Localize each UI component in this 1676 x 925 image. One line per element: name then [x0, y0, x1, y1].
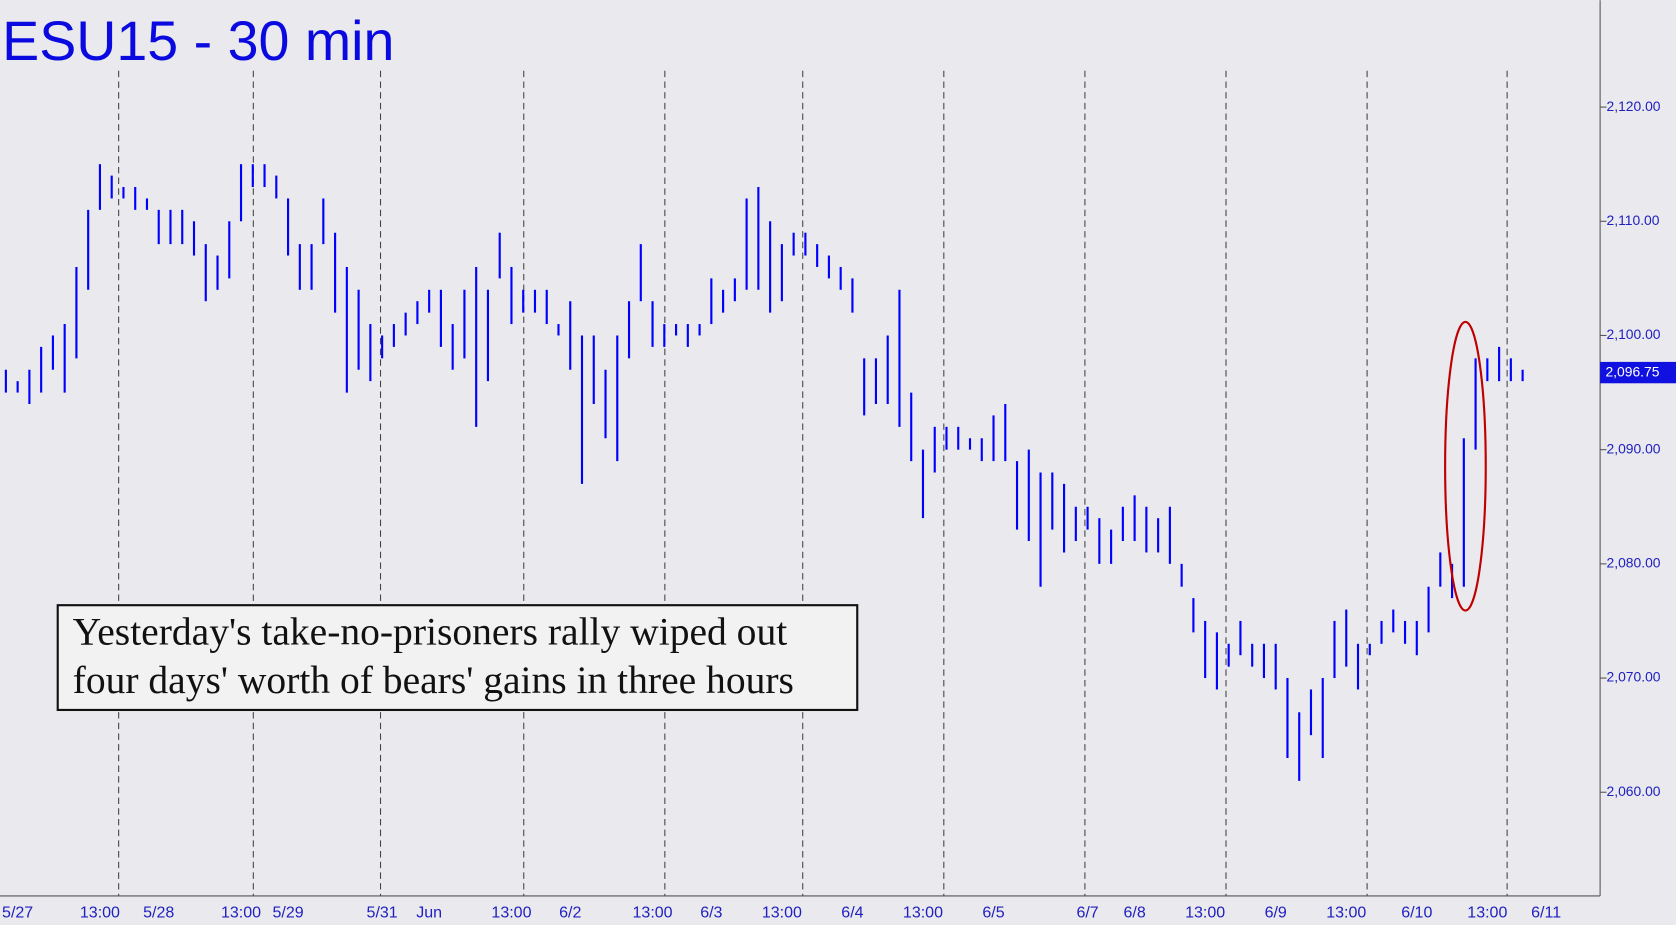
annotation-line: Yesterday's take-no-prisoners rally wipe… [73, 610, 788, 654]
y-tick-label: 2,070.00 [1607, 669, 1661, 685]
x-tick-label: 6/7 [1076, 903, 1098, 921]
x-tick-label: 6/10 [1401, 903, 1432, 921]
y-tick-label: 2,110.00 [1607, 212, 1660, 228]
x-tick-label: 5/27 [2, 903, 33, 921]
price-bars [4, 164, 1524, 781]
x-tick-label: 6/9 [1265, 903, 1287, 921]
x-tick-label: 6/8 [1123, 903, 1145, 921]
x-tick-label: 6/2 [559, 903, 581, 921]
x-tick-label: 13:00 [80, 903, 120, 921]
chart-title: ESU15 - 30 min [2, 10, 394, 72]
last-price-label: 2,096.75 [1605, 363, 1659, 379]
y-tick-label: 2,080.00 [1607, 555, 1661, 571]
day-separators [118, 70, 1508, 896]
x-tick-label: 6/5 [982, 903, 1004, 921]
x-tick-label: 13:00 [903, 903, 943, 921]
x-tick-label: 6/4 [841, 903, 863, 921]
highlight-ellipse [1444, 320, 1487, 612]
y-tick-label: 2,090.00 [1607, 440, 1661, 456]
x-tick-label: Jun [416, 903, 442, 921]
x-tick-label: 5/29 [272, 903, 303, 921]
x-tick-label: 6/11 [1531, 903, 1561, 921]
x-tick-label: 6/3 [700, 903, 722, 921]
annotation-line: four days' worth of bears' gains in thre… [73, 658, 794, 702]
y-tick-label: 2,100.00 [1607, 326, 1661, 342]
x-tick-label: 13:00 [633, 903, 673, 921]
x-tick-label: 13:00 [221, 903, 261, 921]
y-tick-label: 2,120.00 [1607, 98, 1661, 114]
x-tick-label: 5/28 [143, 903, 174, 921]
y-tick-label: 2,060.00 [1607, 783, 1661, 799]
last-price-box [1600, 361, 1676, 384]
x-tick-label: 13:00 [762, 903, 802, 921]
x-tick-label: 13:00 [1467, 903, 1507, 921]
x-tick-label: 13:00 [491, 903, 531, 921]
x-tick-label: 13:00 [1185, 903, 1225, 921]
x-tick-label: 5/31 [367, 903, 398, 921]
x-tick-label: 13:00 [1326, 903, 1366, 921]
annotation-box [56, 604, 859, 712]
